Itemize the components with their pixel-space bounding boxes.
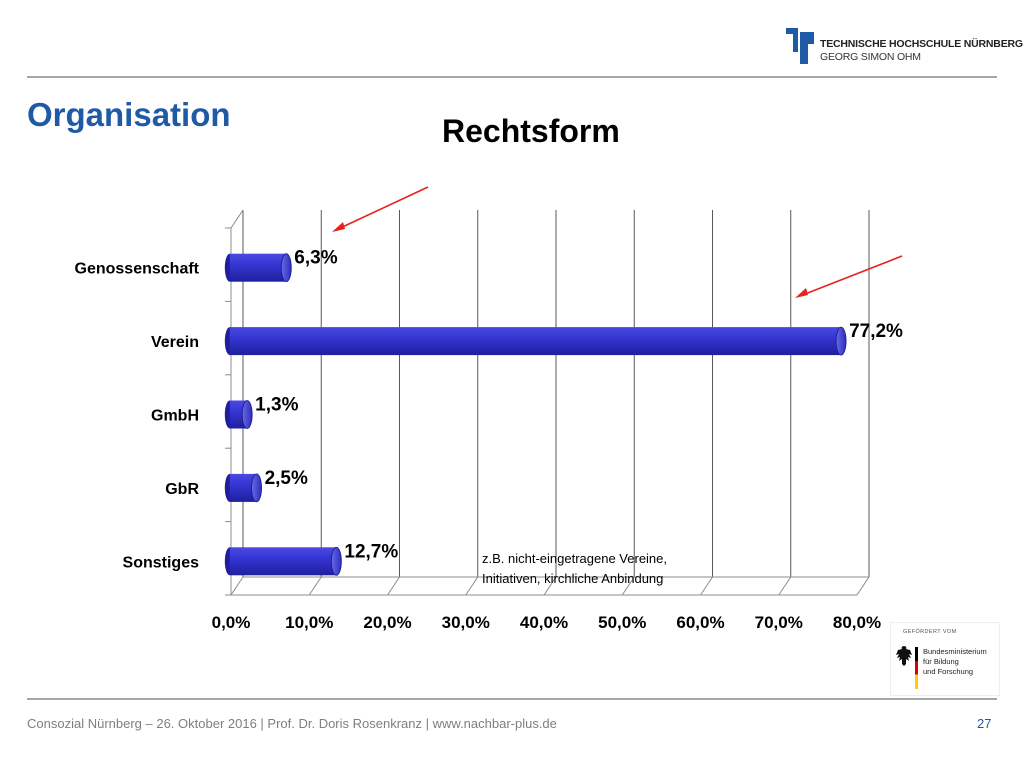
bar-chart: 0,0% 10,0% 20,0% 30,0% 40,0% 50,0% 60,0% 70,0% 8… xyxy=(75,186,904,632)
floor-line-8 xyxy=(856,576,870,596)
value-label-gbr: 2,5% xyxy=(265,468,308,489)
value-label-gmbh: 1,3% xyxy=(255,395,298,416)
annotation-line-1: z.B. nicht-eingetragene Vereine, xyxy=(482,551,667,566)
x-tick-label: 10,0% xyxy=(285,613,333,632)
category-label-sonstiges: Sonstiges xyxy=(123,554,200,571)
x-tick-label: 20,0% xyxy=(363,613,411,632)
x-tick-label: 40,0% xyxy=(520,613,568,632)
x-tick-label: 50,0% xyxy=(598,613,646,632)
floor-line-2 xyxy=(387,576,400,596)
sponsor-logo: GEFÖRDERT VOM Bundesministerium für Bild… xyxy=(890,622,1000,696)
federal-eagle-icon xyxy=(896,646,912,666)
bar-verein xyxy=(224,326,847,356)
x-tick-label: 30,0% xyxy=(442,613,490,632)
chart-annotation: z.B. nicht-eingetragene Vereine, Initiat… xyxy=(482,551,667,586)
floor-line-5 xyxy=(621,576,635,596)
footer-text: Consozial Nürnberg – 26. Oktober 2016 | … xyxy=(27,716,557,731)
highlight-arrows xyxy=(332,186,903,298)
axis-edge-1 xyxy=(230,209,244,229)
floor-line-7 xyxy=(778,576,792,596)
chart-bars xyxy=(224,253,847,576)
x-tick-label: 70,0% xyxy=(755,613,803,632)
sponsor-label: GEFÖRDERT VOM xyxy=(903,629,957,635)
chart-labels: 0,0% 10,0% 20,0% 30,0% 40,0% 50,0% 60,0% 70,0% 8… xyxy=(75,248,904,632)
x-tick-label: 60,0% xyxy=(676,613,724,632)
x-tick-label: 80,0% xyxy=(833,613,881,632)
x-tick-label: 0,0% xyxy=(212,613,251,632)
floor-line-4 xyxy=(543,576,557,596)
bar-gbr xyxy=(224,473,262,503)
german-flag-stripe xyxy=(915,647,918,689)
category-label-verein: Verein xyxy=(151,334,199,351)
value-label-genossenschaft: 6,3% xyxy=(294,248,337,269)
institution-name: TECHNISCHE HOCHSCHULE NÜRNBERG xyxy=(820,38,1023,50)
value-label-verein: 77,2% xyxy=(849,321,903,342)
arrow-verein xyxy=(795,255,903,298)
institution-subname: GEORG SIMON OHM xyxy=(820,51,921,63)
floor-line-0 xyxy=(230,576,244,596)
page-title: Organisation xyxy=(27,96,231,133)
category-label-gmbh: GmbH xyxy=(151,408,199,425)
bar-genossenschaft xyxy=(224,253,292,283)
floor-line-1 xyxy=(308,576,322,596)
arrow-genossenschaft xyxy=(332,186,429,232)
university-logo: TECHNISCHE HOCHSCHULE NÜRNBERG GEORG SIM… xyxy=(786,28,1023,68)
bar-gmbh xyxy=(224,400,253,429)
page-number: 27 xyxy=(977,716,992,731)
value-label-sonstiges: 12,7% xyxy=(344,541,398,562)
sponsor-name: Bundesministerium für Bildung und Forsch… xyxy=(923,647,987,676)
floor-line-6 xyxy=(700,576,713,596)
annotation-line-2: Initiativen, kirchliche Anbindung xyxy=(482,571,663,586)
header-divider xyxy=(27,76,997,78)
bar-sonstiges xyxy=(224,546,342,576)
floor-line-3 xyxy=(465,576,479,596)
category-label-gbr: GbR xyxy=(165,481,199,498)
chart-title: Rechtsform xyxy=(442,113,620,149)
footer-divider xyxy=(27,698,997,700)
category-label-genossenschaft: Genossenschaft xyxy=(75,261,200,278)
university-logo-icon xyxy=(786,28,814,64)
